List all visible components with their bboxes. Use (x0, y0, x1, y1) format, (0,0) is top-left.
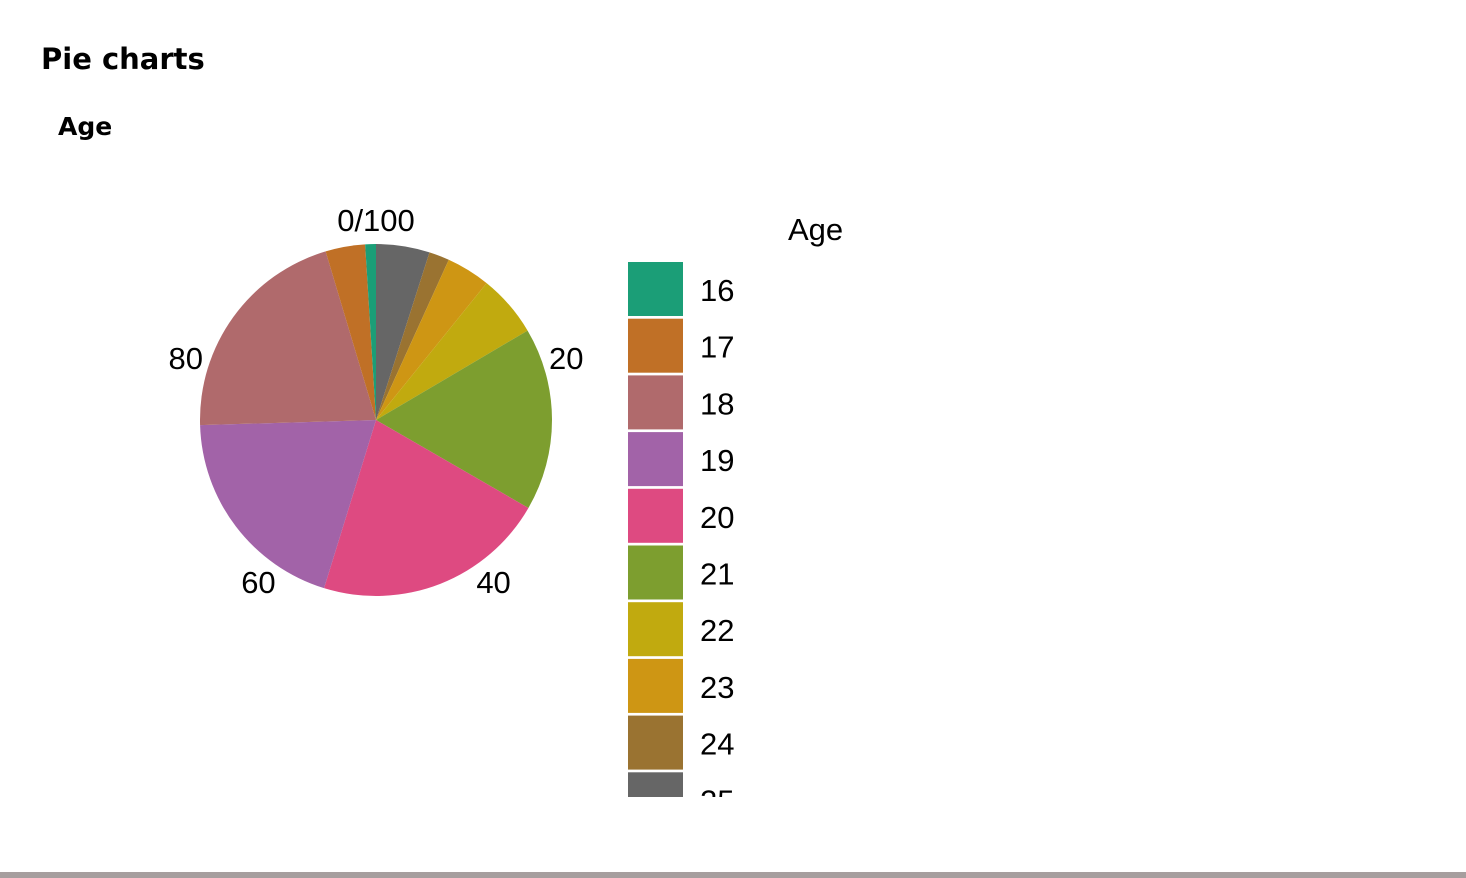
legend-key-21 (628, 545, 683, 600)
legend-key-23 (628, 658, 683, 713)
legend-label-17: 17 (700, 330, 734, 365)
legend-label-22: 22 (700, 613, 734, 648)
pie-slice-24 (376, 252, 449, 420)
legend-key-22 (628, 602, 683, 657)
legend-key-19 (628, 432, 683, 487)
legend-key-25 (628, 772, 683, 797)
pie-slice-20 (324, 420, 529, 596)
legend-key-17 (628, 318, 683, 373)
legend-label-25: 25 (700, 783, 734, 797)
pie-slice-25 (376, 244, 430, 420)
pie-slice-16 (365, 244, 376, 420)
legend-label-24: 24 (700, 727, 734, 762)
chart-viewport: 0/100 20 40 60 80 Age 16 17 18 19 20 21 22 23 24 25 (169, 203, 843, 797)
legend-key-20 (628, 488, 683, 543)
pie-chart: 0/100 20 40 60 80 Age 16 17 18 19 20 21 22 23 24 25 (169, 203, 843, 797)
legend-key-16 (628, 262, 683, 316)
pie-slice-22 (376, 283, 528, 420)
window-bottom-border (0, 872, 1466, 878)
theta-tick-label: 20 (549, 341, 583, 376)
pie-slices (199, 244, 553, 596)
legend-label-23: 23 (700, 670, 734, 705)
theta-tick-label: 0/100 (337, 203, 415, 238)
section-title: Pie charts (41, 42, 205, 76)
pie-slice-19 (200, 420, 376, 589)
legend-label-19: 19 (700, 443, 734, 478)
legend-title: Age (788, 212, 843, 247)
legend: 16 17 18 19 20 21 22 23 24 25 (628, 262, 734, 797)
legend-key-24 (628, 715, 683, 770)
legend-label-21: 21 (700, 557, 734, 592)
theta-tick-label: 60 (241, 565, 275, 600)
legend-label-20: 20 (700, 500, 734, 535)
pie-slice-17 (325, 244, 376, 420)
theta-tick-label: 40 (476, 565, 510, 600)
theta-tick-label: 80 (169, 341, 203, 376)
pie-slice-21 (376, 330, 553, 508)
legend-label-16: 16 (700, 273, 734, 308)
theta-tick-labels: 0/100 20 40 60 80 (169, 203, 584, 600)
legend-key-18 (628, 375, 683, 430)
pie-slice-18 (199, 251, 376, 426)
chart-heading: Age (58, 112, 113, 141)
legend-label-18: 18 (700, 386, 734, 421)
pie-slice-23 (376, 259, 487, 420)
